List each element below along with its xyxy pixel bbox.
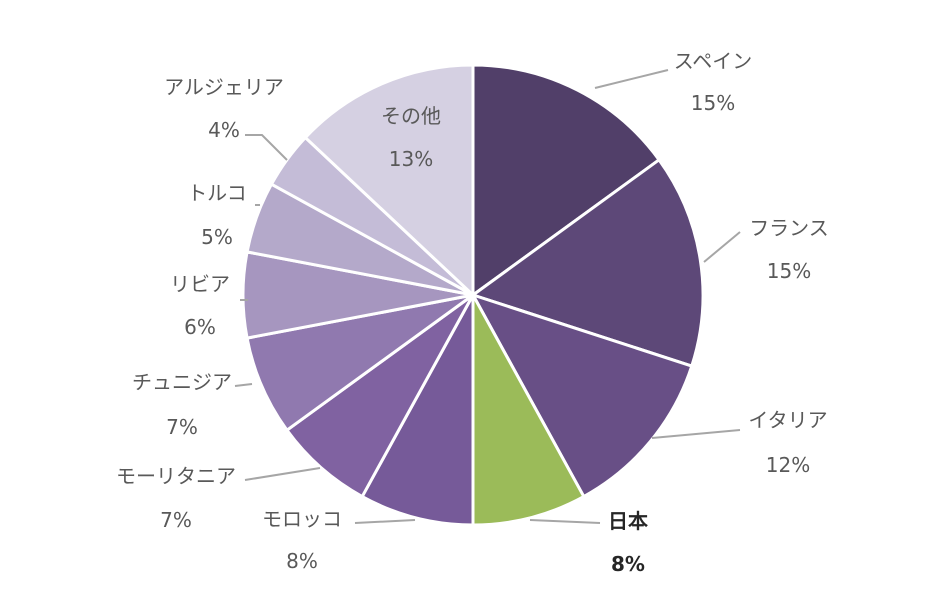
slice-value-9: 4% bbox=[208, 118, 240, 142]
pie-slice-2 bbox=[471, 293, 694, 499]
labels-layer: スペイン 15% フランス 15% イタリア 12% 日本 8% モロッコ 8% モーリタニア 7% チ… bbox=[116, 49, 829, 576]
pie-slice-5 bbox=[285, 293, 475, 499]
slice-value-8: 5% bbox=[201, 225, 233, 249]
leader-line-3 bbox=[529, 519, 601, 524]
slice-value-5: 7% bbox=[160, 508, 192, 532]
slice-label-3: 日本 bbox=[608, 509, 648, 533]
leader-line-9 bbox=[245, 134, 288, 161]
leader-lines-layer bbox=[234, 69, 741, 524]
leader-line-4 bbox=[354, 519, 416, 524]
slice-label-8: トルコ bbox=[187, 181, 247, 205]
slice-label-10: その他 bbox=[381, 104, 441, 128]
slice-label-2: イタリア bbox=[748, 408, 827, 432]
slice-value-10: 13% bbox=[389, 147, 433, 171]
slice-label-1: フランス bbox=[749, 216, 829, 240]
leader-line-2 bbox=[651, 429, 741, 439]
pie-slice-4 bbox=[360, 293, 475, 527]
pie-slice-0 bbox=[471, 63, 661, 297]
slice-value-6: 7% bbox=[166, 415, 198, 439]
leader-line-1 bbox=[703, 231, 741, 263]
slice-value-4: 8% bbox=[286, 549, 318, 573]
slice-value-7: 6% bbox=[184, 315, 216, 339]
leader-line-0 bbox=[594, 69, 669, 89]
pie-slice-3 bbox=[471, 293, 586, 527]
slices-layer bbox=[241, 63, 705, 527]
leader-line-5 bbox=[244, 467, 321, 481]
slice-label-9: アルジェリア bbox=[164, 75, 284, 99]
pie-slice-10 bbox=[303, 63, 475, 297]
slice-label-0: スペイン bbox=[674, 49, 753, 73]
slice-value-1: 15% bbox=[767, 259, 811, 283]
slice-value-3: 8% bbox=[611, 552, 645, 576]
slice-label-5: モーリタニア bbox=[116, 464, 236, 488]
slice-label-6: チュニジア bbox=[132, 370, 232, 394]
leader-line-6 bbox=[234, 383, 253, 387]
slice-label-7: リビア bbox=[170, 272, 230, 296]
slice-value-2: 12% bbox=[766, 453, 810, 477]
pie-slice-1 bbox=[471, 158, 705, 368]
slice-label-4: モロッコ bbox=[262, 507, 342, 531]
slice-value-0: 15% bbox=[691, 91, 735, 115]
